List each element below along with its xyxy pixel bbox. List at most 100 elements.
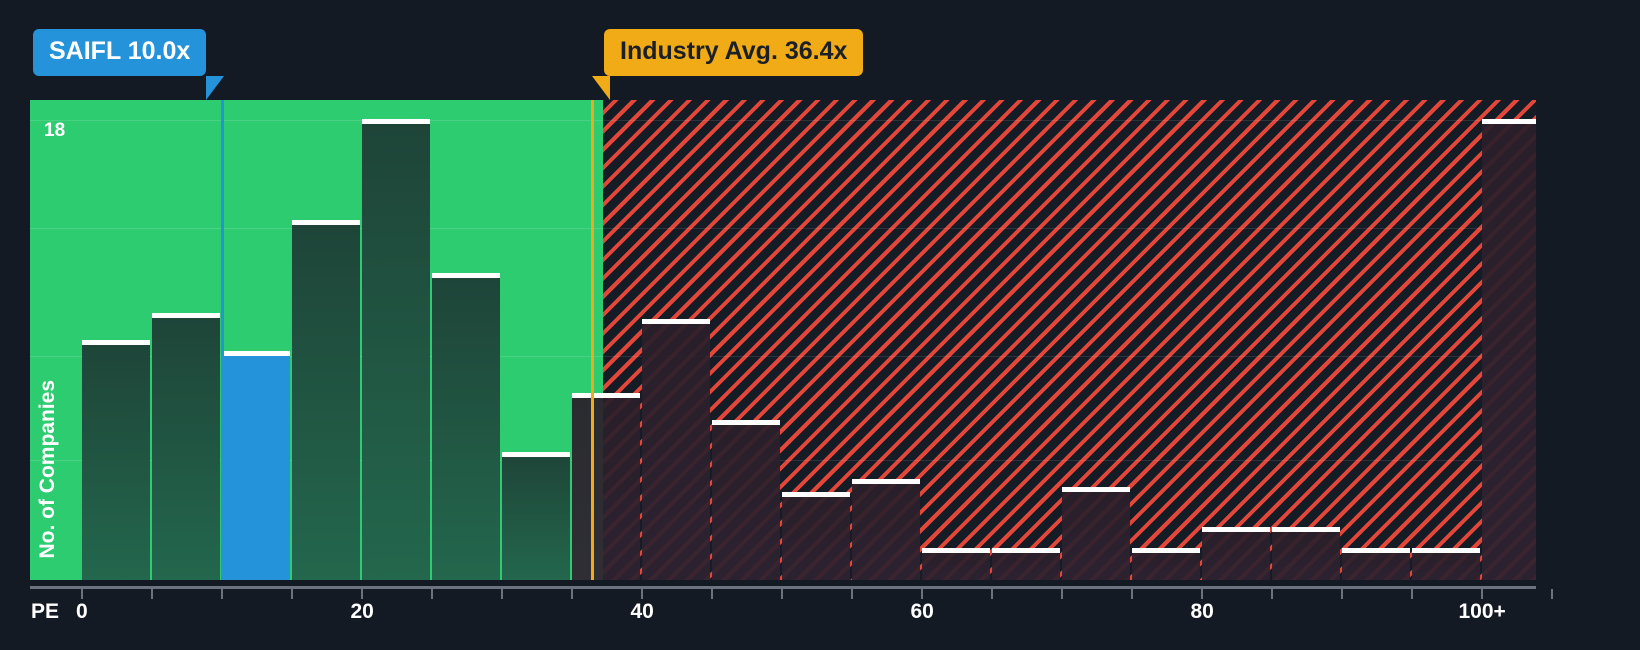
x-axis-label-40: 40 bbox=[630, 600, 654, 623]
bar-45-50[interactable] bbox=[712, 420, 780, 580]
x-tick bbox=[291, 589, 293, 599]
x-tick bbox=[81, 589, 83, 599]
x-tick bbox=[921, 589, 923, 599]
bar-cap bbox=[1202, 526, 1270, 532]
industry-callout-tail bbox=[591, 76, 610, 100]
bar-body bbox=[432, 273, 500, 580]
bar-cap bbox=[432, 273, 500, 279]
x-tick bbox=[1061, 589, 1063, 599]
bar-body bbox=[1342, 548, 1410, 580]
industry-callout[interactable]: Industry Avg. 36.4x bbox=[604, 29, 864, 76]
bar-cap bbox=[782, 492, 850, 497]
bar-70-75[interactable] bbox=[1062, 486, 1130, 580]
company-callout-label: SAIFL 10.0x bbox=[49, 37, 191, 65]
x-tick bbox=[1481, 589, 1483, 599]
bar-cap bbox=[992, 548, 1060, 553]
bar-80-85[interactable] bbox=[1202, 526, 1270, 580]
x-tick bbox=[1551, 589, 1553, 599]
y-max-value: 18 bbox=[44, 120, 66, 141]
bar-cap bbox=[292, 220, 360, 225]
bar-cap bbox=[1482, 118, 1536, 124]
bar-cap bbox=[922, 548, 990, 553]
x-tick bbox=[501, 589, 503, 599]
bar-90-95[interactable] bbox=[1342, 548, 1410, 580]
bar-10-15[interactable] bbox=[222, 350, 290, 580]
bar-cap bbox=[1062, 486, 1130, 492]
bar-75-80[interactable] bbox=[1132, 548, 1200, 580]
x-axis-label-100plus: 100+ bbox=[1458, 600, 1506, 623]
x-tick bbox=[1341, 589, 1343, 599]
x-tick bbox=[221, 589, 223, 599]
x-axis-line bbox=[30, 586, 1536, 589]
pe-prefix-label: PE bbox=[31, 600, 60, 623]
bar-cap bbox=[1412, 548, 1480, 553]
bar-body bbox=[292, 220, 360, 580]
bar-body bbox=[642, 318, 710, 580]
bar-cap bbox=[222, 350, 290, 356]
bar-body bbox=[152, 313, 220, 580]
bar-65-70[interactable] bbox=[992, 548, 1060, 580]
bar-cap bbox=[152, 313, 220, 319]
x-tick bbox=[851, 589, 853, 599]
bar-cap bbox=[1342, 548, 1410, 553]
bar-body bbox=[782, 492, 850, 580]
bar-100+[interactable] bbox=[1482, 118, 1536, 580]
bar-body bbox=[1272, 526, 1340, 580]
bar-cap bbox=[572, 393, 640, 399]
bar-95-100[interactable] bbox=[1412, 548, 1480, 580]
bar-30-35[interactable] bbox=[502, 452, 570, 580]
bar-body bbox=[1202, 526, 1270, 580]
bar-body bbox=[922, 548, 990, 580]
company-callout[interactable]: SAIFL 10.0x bbox=[33, 29, 207, 76]
bar-85-90[interactable] bbox=[1272, 526, 1340, 580]
bar-25-30[interactable] bbox=[432, 273, 500, 580]
bar-body bbox=[572, 393, 640, 580]
x-tick bbox=[1271, 589, 1273, 599]
industry-marker-line bbox=[590, 100, 594, 580]
bar-cap bbox=[642, 318, 710, 324]
bar-body bbox=[852, 478, 920, 580]
bar-body bbox=[1132, 548, 1200, 580]
bar-cap bbox=[1132, 548, 1200, 553]
x-tick bbox=[151, 589, 153, 599]
x-axis-label-80: 80 bbox=[1190, 600, 1214, 623]
bar-cap bbox=[712, 420, 780, 425]
bar-cap bbox=[362, 118, 430, 124]
bar-cap bbox=[502, 452, 570, 457]
bar-body bbox=[992, 548, 1060, 580]
bar-35-40[interactable] bbox=[572, 393, 640, 580]
bar-body bbox=[362, 118, 430, 580]
industry-callout-label: Industry Avg. 36.4x bbox=[620, 37, 848, 65]
bar-0-5[interactable] bbox=[82, 340, 150, 580]
x-tick bbox=[571, 589, 573, 599]
company-marker-line bbox=[221, 100, 224, 580]
bar-cap bbox=[82, 340, 150, 345]
bar-50-55[interactable] bbox=[782, 492, 850, 580]
x-axis-label-60: 60 bbox=[910, 600, 934, 623]
bar-body bbox=[222, 350, 290, 580]
x-tick bbox=[641, 589, 643, 599]
plot-area bbox=[30, 100, 1536, 580]
x-tick bbox=[431, 589, 433, 599]
x-axis-label-0: 0 bbox=[76, 600, 88, 623]
x-tick bbox=[1411, 589, 1413, 599]
bar-5-10[interactable] bbox=[152, 313, 220, 580]
y-axis-title: No. of Companies bbox=[36, 380, 59, 559]
x-tick bbox=[1201, 589, 1203, 599]
bar-body bbox=[1412, 548, 1480, 580]
bar-cap bbox=[1272, 526, 1340, 532]
x-tick bbox=[361, 589, 363, 599]
bar-40-45[interactable] bbox=[642, 318, 710, 580]
x-tick bbox=[991, 589, 993, 599]
x-axis-label-20: 20 bbox=[350, 600, 374, 623]
bar-15-20[interactable] bbox=[292, 220, 360, 580]
bar-body bbox=[502, 452, 570, 580]
bar-20-25[interactable] bbox=[362, 118, 430, 580]
bar-body bbox=[1062, 486, 1130, 580]
bar-55-60[interactable] bbox=[852, 478, 920, 580]
bar-cap bbox=[852, 478, 920, 484]
bar-60-65[interactable] bbox=[922, 548, 990, 580]
x-tick bbox=[711, 589, 713, 599]
bar-body bbox=[712, 420, 780, 580]
